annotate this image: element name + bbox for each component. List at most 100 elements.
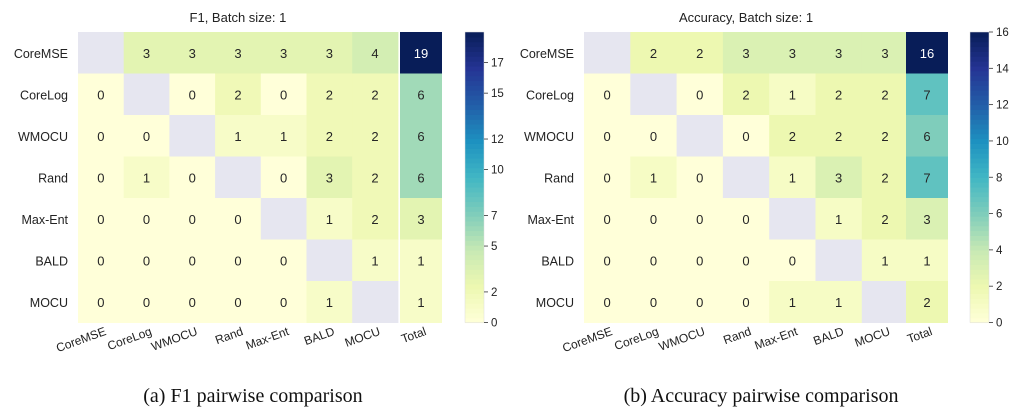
colorbar-segment: [465, 298, 484, 304]
column-tick-label: CoreMSE: [54, 324, 108, 355]
cell-value-label: 1: [326, 295, 333, 310]
colorbar-segment: [970, 245, 989, 251]
heatmap-cell: [676, 156, 724, 199]
cell-value-label: 0: [604, 212, 611, 227]
heatmap-cell: [123, 156, 170, 199]
heatmap-cell: [630, 115, 678, 157]
heatmap-cell: [815, 73, 863, 116]
column-tick-label: CoreLog: [106, 324, 154, 353]
colorbar-segment: [465, 230, 484, 236]
heatmap-cell: [78, 73, 125, 116]
diagonal-cell: [815, 239, 863, 282]
heatmap-cell: [306, 198, 353, 240]
total-value-label: 7: [923, 87, 930, 102]
heatmap-cell: [815, 281, 863, 323]
total-cell: [906, 32, 948, 74]
cell-value-label: 1: [326, 212, 333, 227]
colorbar-segment: [465, 138, 484, 144]
colorbar-segment: [465, 70, 484, 77]
row-tick-label: MOCU: [30, 296, 68, 310]
total-cell: [906, 198, 948, 240]
cell-value-label: 1: [143, 170, 150, 185]
cell-value-label: 0: [604, 170, 611, 185]
colorbar-segment: [465, 65, 484, 72]
colorbar-segment: [465, 312, 484, 319]
cell-value-label: 3: [835, 46, 842, 61]
colorbar-segment: [465, 225, 484, 232]
colorbar-segment: [465, 245, 484, 251]
colorbar-segment: [465, 157, 484, 164]
colorbar-segment: [970, 269, 989, 275]
heatmap-cell: [123, 32, 170, 74]
colorbar-segment: [465, 167, 484, 174]
total-cell: [400, 32, 442, 74]
cell-value-label: 2: [371, 212, 378, 227]
heatmap-cell: [861, 239, 909, 282]
colorbar-segment: [970, 177, 989, 183]
heatmap-cell: [78, 115, 125, 157]
colorbar-tick-label: 6: [996, 209, 1002, 221]
colorbar-segment: [970, 143, 989, 149]
heatmap-cell: [215, 73, 262, 116]
heatmap-cell: [722, 281, 770, 323]
heatmap-cell: [722, 115, 770, 157]
heatmap-cell: [260, 115, 307, 157]
total-cell: [400, 156, 442, 199]
colorbar-segment: [465, 51, 484, 57]
heatmap-cell: [352, 32, 399, 74]
colorbar-segment: [465, 80, 484, 86]
heatmap-cell: [630, 156, 678, 199]
cell-value-label: 0: [650, 129, 657, 144]
colorbar-segment: [970, 211, 989, 217]
cell-value-label: 1: [234, 129, 241, 144]
cell-value-label: 2: [881, 170, 888, 185]
colorbar-segment: [970, 312, 989, 319]
cell-value-label: 0: [604, 87, 611, 102]
colorbar-segment: [970, 153, 989, 159]
colorbar-tick-label: 0: [491, 318, 497, 330]
total-cell: [400, 198, 442, 240]
cell-value-label: 3: [789, 46, 796, 61]
heatmap-cell: [260, 156, 307, 199]
colorbar-segment: [970, 259, 989, 265]
total-cell: [906, 73, 948, 116]
row-tick-label: WMOCU: [18, 130, 68, 144]
colorbar-segment: [465, 148, 484, 154]
colorbar-segment: [465, 46, 484, 52]
heatmap-cell: [584, 281, 631, 323]
colorbar-segment: [970, 75, 989, 82]
colorbar-segment: [970, 249, 989, 256]
heatmap-cell: [861, 73, 909, 116]
colorbar-segment: [465, 191, 484, 198]
colorbar-segment: [465, 293, 484, 299]
colorbar-segment: [465, 172, 484, 178]
cell-value-label: 0: [742, 129, 749, 144]
heatmap-cell: [123, 281, 170, 323]
colorbar-segment: [465, 235, 484, 241]
heatmap-cell: [260, 239, 307, 282]
cell-value-label: 3: [881, 46, 888, 61]
heatmap-cell: [169, 32, 216, 74]
row-tick-label: BALD: [541, 254, 574, 268]
heatmap-cell: [260, 73, 307, 116]
cell-value-label: 0: [97, 212, 104, 227]
heatmap-cell: [769, 73, 816, 116]
colorbar-segment: [970, 41, 989, 48]
row-tick-label: CoreMSE: [520, 47, 574, 61]
heatmap-cell: [123, 239, 170, 282]
total-cell: [906, 156, 948, 199]
colorbar-tick-label: 0: [996, 318, 1002, 330]
heatmap-cell: [676, 239, 724, 282]
colorbar-segment: [970, 46, 989, 52]
cell-value-label: 2: [881, 87, 888, 102]
colorbar-segment: [970, 123, 989, 130]
colorbar-segment: [465, 317, 484, 324]
cell-value-label: 2: [371, 87, 378, 102]
cell-value-label: 0: [189, 212, 196, 227]
colorbar-segment: [970, 283, 989, 290]
colorbar-segment: [970, 61, 989, 67]
cell-value-label: 0: [97, 295, 104, 310]
colorbar-segment: [970, 56, 989, 62]
colorbar-segment: [465, 182, 484, 188]
total-column-label: Total: [905, 324, 934, 346]
